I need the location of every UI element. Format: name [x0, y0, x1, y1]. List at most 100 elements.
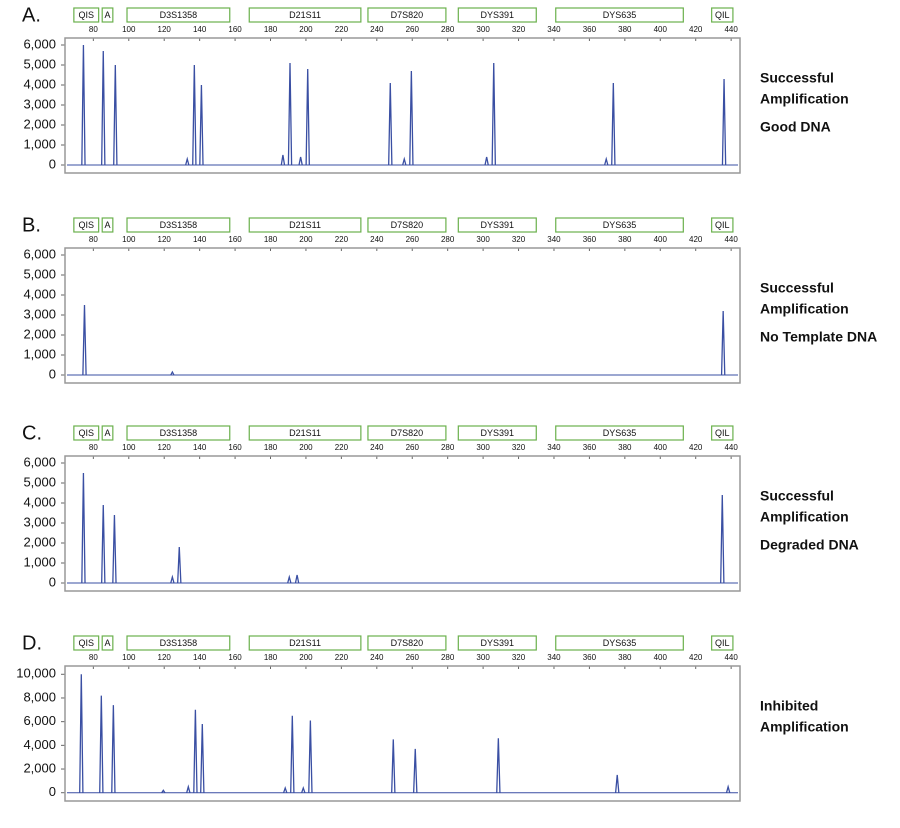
- x-tick-label: 140: [193, 25, 207, 34]
- x-tick-label: 120: [158, 235, 172, 244]
- marker-box: [555, 635, 684, 651]
- panel-label: C.: [22, 422, 42, 444]
- x-tick-label: 280: [441, 443, 455, 452]
- marker-label: DYS635: [603, 220, 637, 230]
- plot-frame: [64, 665, 741, 802]
- marker-label: D21S11: [289, 220, 321, 230]
- x-tick-label: 340: [547, 443, 561, 452]
- x-tick-label: 400: [654, 653, 668, 662]
- marker-box: [367, 217, 447, 233]
- x-tick-label: 320: [512, 25, 526, 34]
- x-tick-label: 360: [583, 235, 597, 244]
- y-tick-label: 4,000: [23, 737, 56, 752]
- x-tick-label: 420: [689, 235, 703, 244]
- peak: [186, 784, 191, 793]
- marker-box: [555, 217, 684, 233]
- status-label: Successful: [760, 70, 834, 86]
- x-tick-label: 340: [547, 25, 561, 34]
- peak: [720, 310, 726, 376]
- x-tick-label: 200: [299, 25, 313, 34]
- marker-label: QIS: [79, 638, 95, 648]
- sample-label: No Template DNA: [760, 329, 877, 345]
- marker-label: DYS391: [481, 10, 515, 20]
- x-tick-label: 400: [654, 443, 668, 452]
- marker-label: DYS635: [603, 428, 637, 438]
- peak: [99, 695, 104, 793]
- panel: B. QIS A D3S1358 D21S11 D7S820 DYS391 DYS635 QIL…: [22, 214, 877, 384]
- peak: [200, 724, 205, 793]
- status-label: Inhibited: [760, 698, 818, 714]
- y-tick-label: 6,000: [23, 713, 56, 728]
- marker-box: [367, 635, 447, 651]
- x-tick-label: 200: [299, 653, 313, 662]
- marker-label: D7S820: [391, 638, 424, 648]
- x-tick-label: 420: [689, 443, 703, 452]
- marker-label: D21S11: [289, 638, 321, 648]
- marker-label: DYS635: [603, 10, 637, 20]
- x-tick-label: 320: [512, 443, 526, 452]
- x-tick-label: 380: [618, 235, 632, 244]
- marker-box: [711, 425, 734, 441]
- marker-box: [555, 7, 684, 23]
- x-tick-label: 440: [724, 443, 738, 452]
- x-tick-label: 300: [476, 25, 490, 34]
- peak: [101, 504, 106, 584]
- x-tick-label: 180: [264, 653, 278, 662]
- marker-box: [457, 217, 537, 233]
- peak: [491, 62, 496, 166]
- x-tick-label: 400: [654, 235, 668, 244]
- marker-box: [73, 425, 100, 441]
- x-tick-label: 80: [89, 25, 98, 34]
- peak: [79, 674, 84, 793]
- x-tick-label: 160: [228, 443, 242, 452]
- peak: [721, 78, 727, 166]
- peak: [402, 156, 407, 166]
- marker-box: [457, 635, 537, 651]
- peak: [496, 738, 501, 793]
- marker-box: [457, 425, 537, 441]
- peak: [298, 156, 303, 166]
- x-tick-label: 180: [264, 443, 278, 452]
- marker-box: [555, 425, 684, 441]
- marker-box: [101, 425, 114, 441]
- x-tick-label: 320: [512, 653, 526, 662]
- marker-label: D3S1358: [160, 220, 198, 230]
- peak: [287, 574, 292, 584]
- x-tick-label: 380: [618, 25, 632, 34]
- x-tick-label: 340: [547, 653, 561, 662]
- marker-label: QIS: [79, 220, 95, 230]
- marker-label: QIL: [715, 638, 730, 648]
- panel-label: D.: [22, 632, 42, 654]
- x-tick-label: 80: [89, 443, 98, 452]
- panel: C. QIS A D3S1358 D21S11 D7S820 DYS391 DYS635 QIL…: [22, 422, 859, 592]
- marker-label: DYS635: [603, 638, 637, 648]
- peak: [111, 705, 116, 793]
- marker-label: A: [105, 10, 111, 20]
- peak: [308, 720, 313, 793]
- peak: [192, 64, 197, 166]
- x-tick-label: 360: [583, 653, 597, 662]
- y-tick-label: 5,000: [23, 56, 56, 71]
- marker-label: D3S1358: [160, 10, 198, 20]
- y-tick-label: 2,000: [23, 534, 56, 549]
- status-label: Amplification: [760, 301, 849, 317]
- x-tick-label: 180: [264, 25, 278, 34]
- y-tick-label: 6,000: [23, 246, 56, 261]
- status-label: Amplification: [760, 91, 849, 107]
- x-tick-label: 320: [512, 235, 526, 244]
- peak: [193, 709, 198, 793]
- peak: [287, 62, 293, 166]
- x-tick-label: 140: [193, 653, 207, 662]
- peak: [185, 156, 190, 166]
- peak: [484, 156, 489, 166]
- marker-label: A: [105, 638, 111, 648]
- marker-label: D21S11: [289, 428, 321, 438]
- x-tick-label: 80: [89, 235, 98, 244]
- y-tick-label: 4,000: [23, 286, 56, 301]
- x-tick-label: 420: [689, 25, 703, 34]
- plot-frame: [64, 455, 741, 592]
- sample-label: Good DNA: [760, 119, 831, 135]
- x-tick-label: 160: [228, 25, 242, 34]
- y-tick-label: 5,000: [23, 266, 56, 281]
